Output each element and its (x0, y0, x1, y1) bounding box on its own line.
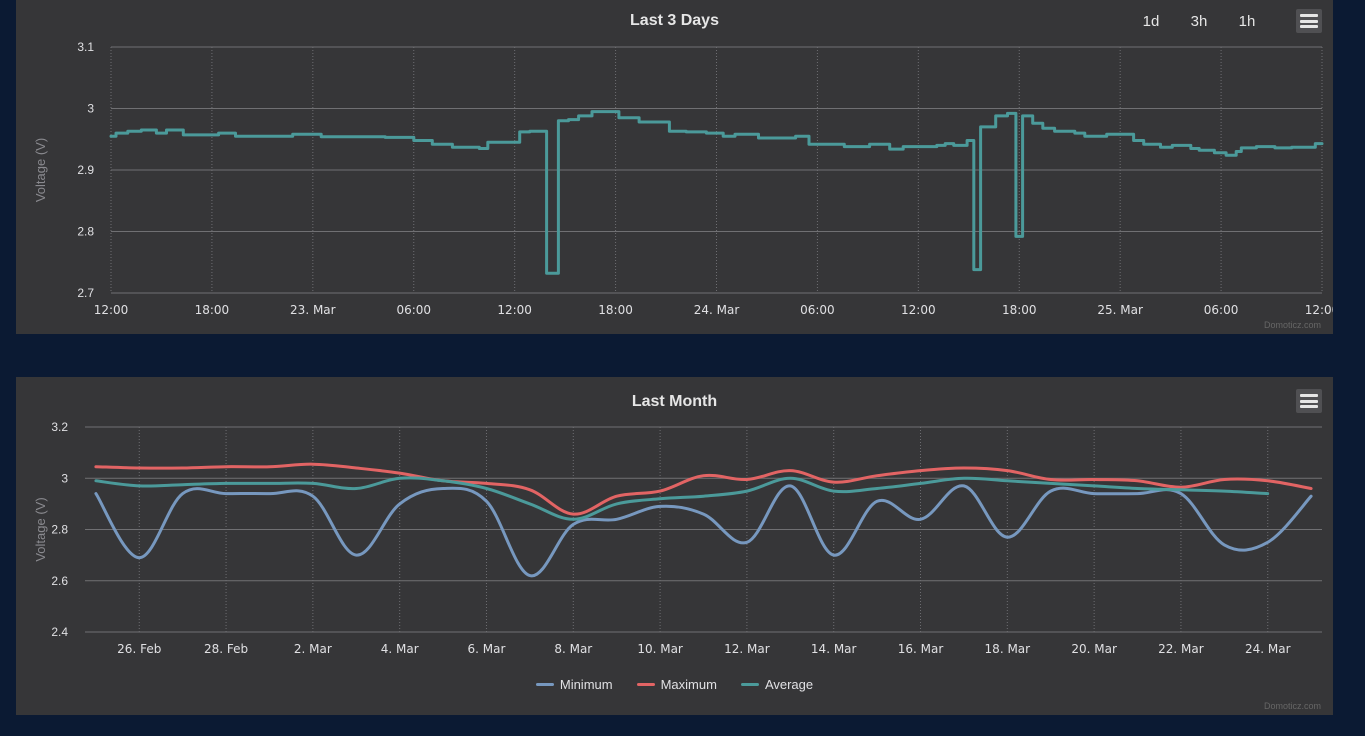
zoom-1h-button[interactable]: 1h (1238, 13, 1256, 30)
legend-item-average[interactable]: Average (740, 677, 814, 692)
x-tick-label: 18. Mar (985, 642, 1031, 656)
legend-item-minimum[interactable]: Minimum (535, 677, 613, 692)
x-tick-label: 24. Mar (694, 303, 740, 317)
x-tick-label: 25. Mar (1097, 303, 1143, 317)
x-tick-label: 18:00 (195, 303, 230, 317)
y-tick-label: 3 (87, 102, 94, 116)
series-line-average (94, 476, 1270, 521)
x-tick-label: 12:00 (94, 303, 129, 317)
chart-title: Last 3 Days (630, 12, 719, 29)
series-line-maximum (94, 462, 1313, 516)
x-tick-label: 14. Mar (811, 642, 857, 656)
legend-swatch (636, 683, 655, 686)
y-tick-label: 3 (61, 471, 68, 485)
zoom-range-selector: 1d 3h 1h (1127, 13, 1271, 30)
x-tick-label: 24. Mar (1245, 642, 1291, 656)
x-tick-label: 23. Mar (290, 303, 336, 317)
y-tick-label: 2.6 (51, 574, 68, 588)
x-tick-label: 4. Mar (381, 642, 419, 656)
legend-swatch (740, 683, 759, 686)
y-tick-label: 2.9 (77, 163, 94, 177)
y-axis-title: Voltage (V) (33, 497, 48, 561)
hamburger-menu-icon[interactable] (1296, 9, 1322, 33)
zoom-1d-button[interactable]: 1d (1142, 13, 1160, 30)
y-tick-label: 2.7 (77, 286, 94, 300)
zoom-3h-button[interactable]: 3h (1190, 13, 1208, 30)
x-tick-label: 16. Mar (898, 642, 944, 656)
x-tick-label: 18:00 (1002, 303, 1037, 317)
chart-3days-svg: 2.7 2.8 2.9 3 3.1 12:00 18:00 23. Mar 06:00 12:00… (33, 40, 1333, 317)
x-tick-label: 2. Mar (294, 642, 332, 656)
series-line-minimum (94, 484, 1313, 578)
y-tick-label: 3.2 (51, 420, 68, 434)
x-tick-label: 12:00 (1305, 303, 1333, 317)
chart-panel-last-month: 2.4 2.6 2.8 3 3.2 26. Feb 28. Feb 2. Mar 4. Mar 6… (16, 377, 1333, 715)
x-tick-label: 12. Mar (724, 642, 770, 656)
x-tick-label: 18:00 (598, 303, 633, 317)
y-tick-label: 2.8 (51, 523, 68, 537)
chart-title: Last Month (631, 393, 718, 410)
x-tick-label: 06:00 (396, 303, 431, 317)
x-tick-label: 28. Feb (204, 642, 248, 656)
y-tick-label: 2.4 (51, 625, 68, 639)
legend-swatch (535, 683, 554, 686)
chart-panel-last-3-days: 2.7 2.8 2.9 3 3.1 12:00 18:00 23. Mar 06:00 12:00… (16, 0, 1333, 334)
series-line (109, 110, 1324, 275)
x-tick-label: 22. Mar (1158, 642, 1204, 656)
y-tick-label: 2.8 (77, 225, 94, 239)
credits-text[interactable]: Domoticz.com (1263, 701, 1321, 711)
legend-item-maximum[interactable]: Maximum (636, 677, 717, 692)
x-tick-label: 06:00 (800, 303, 835, 317)
x-tick-label: 06:00 (1204, 303, 1239, 317)
credits-text[interactable]: Domoticz.com (1263, 320, 1321, 330)
y-axis-title: Voltage (V) (33, 138, 48, 202)
x-tick-label: 12:00 (901, 303, 936, 317)
x-tick-label: 8. Mar (554, 642, 592, 656)
legend-label: Minimum (559, 677, 613, 692)
chart-month-svg: 2.4 2.6 2.8 3 3.2 26. Feb 28. Feb 2. Mar 4. Mar 6… (33, 420, 1322, 656)
x-tick-label: 10. Mar (637, 642, 683, 656)
x-tick-label: 26. Feb (117, 642, 161, 656)
x-tick-label: 6. Mar (468, 642, 506, 656)
hamburger-menu-icon[interactable] (1296, 389, 1322, 413)
x-tick-label: 20. Mar (1071, 642, 1117, 656)
y-tick-label: 3.1 (77, 40, 94, 54)
chart-legend: Minimum Maximum Average (16, 677, 1333, 692)
legend-label: Average (764, 677, 814, 692)
x-tick-label: 12:00 (497, 303, 532, 317)
legend-label: Maximum (660, 677, 717, 692)
